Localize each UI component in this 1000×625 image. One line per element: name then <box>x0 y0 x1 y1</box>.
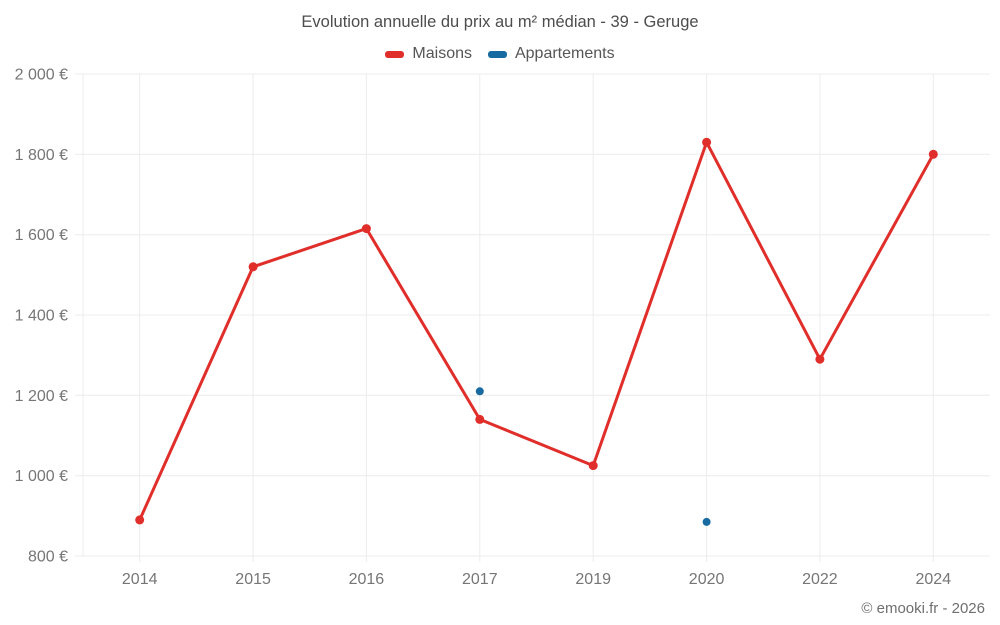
maisons-data-point <box>475 414 485 424</box>
maisons-data-point <box>135 515 145 525</box>
y-tick-label: 1 800 € <box>15 147 68 164</box>
chart-title: Evolution annuelle du prix au m² médian … <box>301 13 699 31</box>
x-tick-label: 2015 <box>235 571 271 588</box>
plot-area: 800 € 1 000 € 1 200 € 1 400 € 1 600 € 1 800 €… <box>15 67 990 588</box>
maisons-data-point <box>361 224 371 234</box>
maisons-series-color-swatch <box>385 50 405 58</box>
copyright-footer: © emooki.fr - 2026 <box>861 600 985 617</box>
maisons-data-point <box>928 149 938 159</box>
x-tick-label: 2016 <box>349 571 385 588</box>
y-tick-label: 1 200 € <box>15 388 68 405</box>
maisons-data-point <box>702 137 712 147</box>
maisons-data-point <box>588 461 598 471</box>
appartements-legend-label: Appartements <box>514 45 615 62</box>
legend-item-maisons[interactable]: Maisons <box>385 45 472 63</box>
y-tick-label: 1 400 € <box>15 308 68 325</box>
maisons-data-point <box>815 354 825 364</box>
x-tick-label: 2022 <box>802 571 838 588</box>
chart-legend: Maisons Appartements <box>0 45 1000 63</box>
appartements-data-point <box>702 517 711 526</box>
maisons-data-point <box>248 262 258 272</box>
appartements-data-point <box>475 387 484 396</box>
y-tick-label: 1 600 € <box>15 227 68 244</box>
x-tick-label: 2020 <box>689 571 725 588</box>
maisons-legend-label: Maisons <box>412 45 472 62</box>
x-tick-label: 2014 <box>122 571 158 588</box>
y-tick-label: 2 000 € <box>15 67 68 84</box>
x-tick-label: 2017 <box>462 571 498 588</box>
x-tick-label: 2019 <box>575 571 611 588</box>
legend-item-appartements[interactable]: Appartements <box>487 45 615 63</box>
appartements-series-color-swatch <box>487 50 507 58</box>
maisons-line <box>138 140 935 522</box>
x-tick-label: 2024 <box>916 571 952 588</box>
y-tick-label: 800 € <box>28 549 68 566</box>
y-tick-label: 1 000 € <box>15 468 68 485</box>
